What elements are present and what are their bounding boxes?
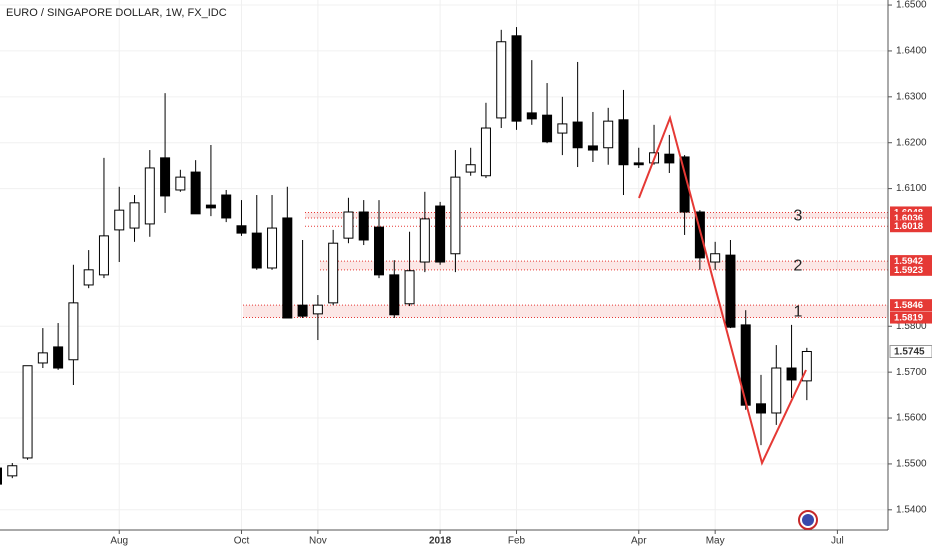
price-label: 1.6036 xyxy=(894,213,923,224)
price-label: 1.5923 xyxy=(894,265,923,276)
candle-body xyxy=(679,156,690,213)
x-tick-label: Jul xyxy=(831,536,844,547)
candle-body xyxy=(557,123,568,134)
x-tick-label: Apr xyxy=(631,536,647,547)
candle-body xyxy=(175,176,186,191)
candle-body xyxy=(435,205,446,263)
candle-body xyxy=(343,211,354,239)
candle-body xyxy=(267,227,278,269)
last-price-label: 1.5745 xyxy=(894,347,925,358)
candle-body xyxy=(756,403,766,414)
candle-body xyxy=(0,467,2,485)
y-tick-label: 1.6100 xyxy=(896,183,927,194)
candle-body xyxy=(83,269,94,286)
price-label-box xyxy=(890,263,932,276)
candle-body xyxy=(450,176,461,255)
price-label: 1.5942 xyxy=(894,256,923,267)
candle-body xyxy=(129,202,140,229)
price-label-box xyxy=(890,220,932,233)
candles xyxy=(0,27,812,485)
candle-body xyxy=(37,352,48,364)
candle-body xyxy=(771,367,782,414)
x-tick-label: 2018 xyxy=(429,536,452,547)
last-price-box xyxy=(889,344,932,358)
candle-body xyxy=(511,35,522,122)
candle-body xyxy=(710,253,721,263)
candle-body xyxy=(205,204,216,209)
candle-body xyxy=(144,167,155,225)
price-label-box xyxy=(890,311,932,324)
candle-body xyxy=(98,235,109,276)
zone-band xyxy=(320,261,888,270)
candle-body xyxy=(786,367,797,381)
candle-body xyxy=(542,114,553,143)
y-tick-label: 1.6500 xyxy=(896,0,927,11)
candle-body xyxy=(725,254,736,328)
candle-body xyxy=(236,225,247,234)
candle-body xyxy=(190,171,201,215)
candle-body xyxy=(114,209,125,231)
y-tick-label: 1.5600 xyxy=(896,413,927,424)
zone-band xyxy=(243,305,888,318)
candle-body xyxy=(53,346,64,369)
candle-body xyxy=(572,121,583,149)
y-tick-label: 1.5700 xyxy=(896,367,927,378)
candle-body xyxy=(404,270,415,305)
logo xyxy=(798,510,818,530)
y-tick-label: 1.5400 xyxy=(896,504,927,515)
zone-band xyxy=(305,212,888,218)
x-tick-label: May xyxy=(706,536,725,547)
candle-body xyxy=(282,217,293,319)
zone-label: 1 xyxy=(794,304,803,321)
candle-body xyxy=(160,157,171,197)
x-tick-label: Feb xyxy=(508,536,526,547)
candle-body xyxy=(22,365,33,459)
candle-body xyxy=(312,304,323,315)
price-label: 1.5819 xyxy=(894,313,923,324)
x-tick-label: Nov xyxy=(309,536,327,547)
price-label-box xyxy=(890,299,932,312)
candle-body xyxy=(221,194,232,219)
candle-body xyxy=(251,232,262,269)
axes: 1.5400 1.5500 1.5600 1.5700 1.5800 1.6100 1.62… xyxy=(110,0,932,547)
candle-body xyxy=(68,302,79,361)
candle-body xyxy=(374,226,384,276)
y-tick-label: 1.6200 xyxy=(896,137,927,148)
candle-body xyxy=(603,120,614,149)
candle-body xyxy=(526,112,537,120)
price-label: 1.5846 xyxy=(894,300,923,311)
zone-label: 3 xyxy=(794,207,803,224)
candle-body xyxy=(389,274,400,316)
candle-body xyxy=(618,119,629,166)
y-tick-label: 1.6300 xyxy=(896,91,927,102)
price-label: 1.6018 xyxy=(894,221,923,232)
candle-body xyxy=(297,304,308,317)
x-tick-label: Oct xyxy=(234,536,250,547)
candle-body xyxy=(801,350,812,382)
y-tick-label: 1.5800 xyxy=(896,321,927,332)
candle-body xyxy=(7,465,18,477)
candle-body xyxy=(587,145,598,151)
candle-body xyxy=(633,162,644,166)
candle-body xyxy=(664,153,675,164)
x-tick-label: Aug xyxy=(110,536,128,547)
candle-body xyxy=(496,41,507,119)
candle-body xyxy=(465,164,476,173)
zigzag-drawing xyxy=(638,114,807,466)
price-label-box xyxy=(890,255,932,268)
candle-body xyxy=(480,127,491,177)
candle-body xyxy=(328,242,339,304)
candle-body xyxy=(419,218,430,263)
y-tick-label: 1.5500 xyxy=(896,459,927,470)
candle-body xyxy=(694,211,705,259)
y-tick-label: 1.6400 xyxy=(896,46,927,57)
candle-body xyxy=(358,211,369,241)
zone-label: 2 xyxy=(794,258,803,275)
chart-title: EURO / SINGAPORE DOLLAR, 1W, FX_IDC xyxy=(6,7,227,19)
